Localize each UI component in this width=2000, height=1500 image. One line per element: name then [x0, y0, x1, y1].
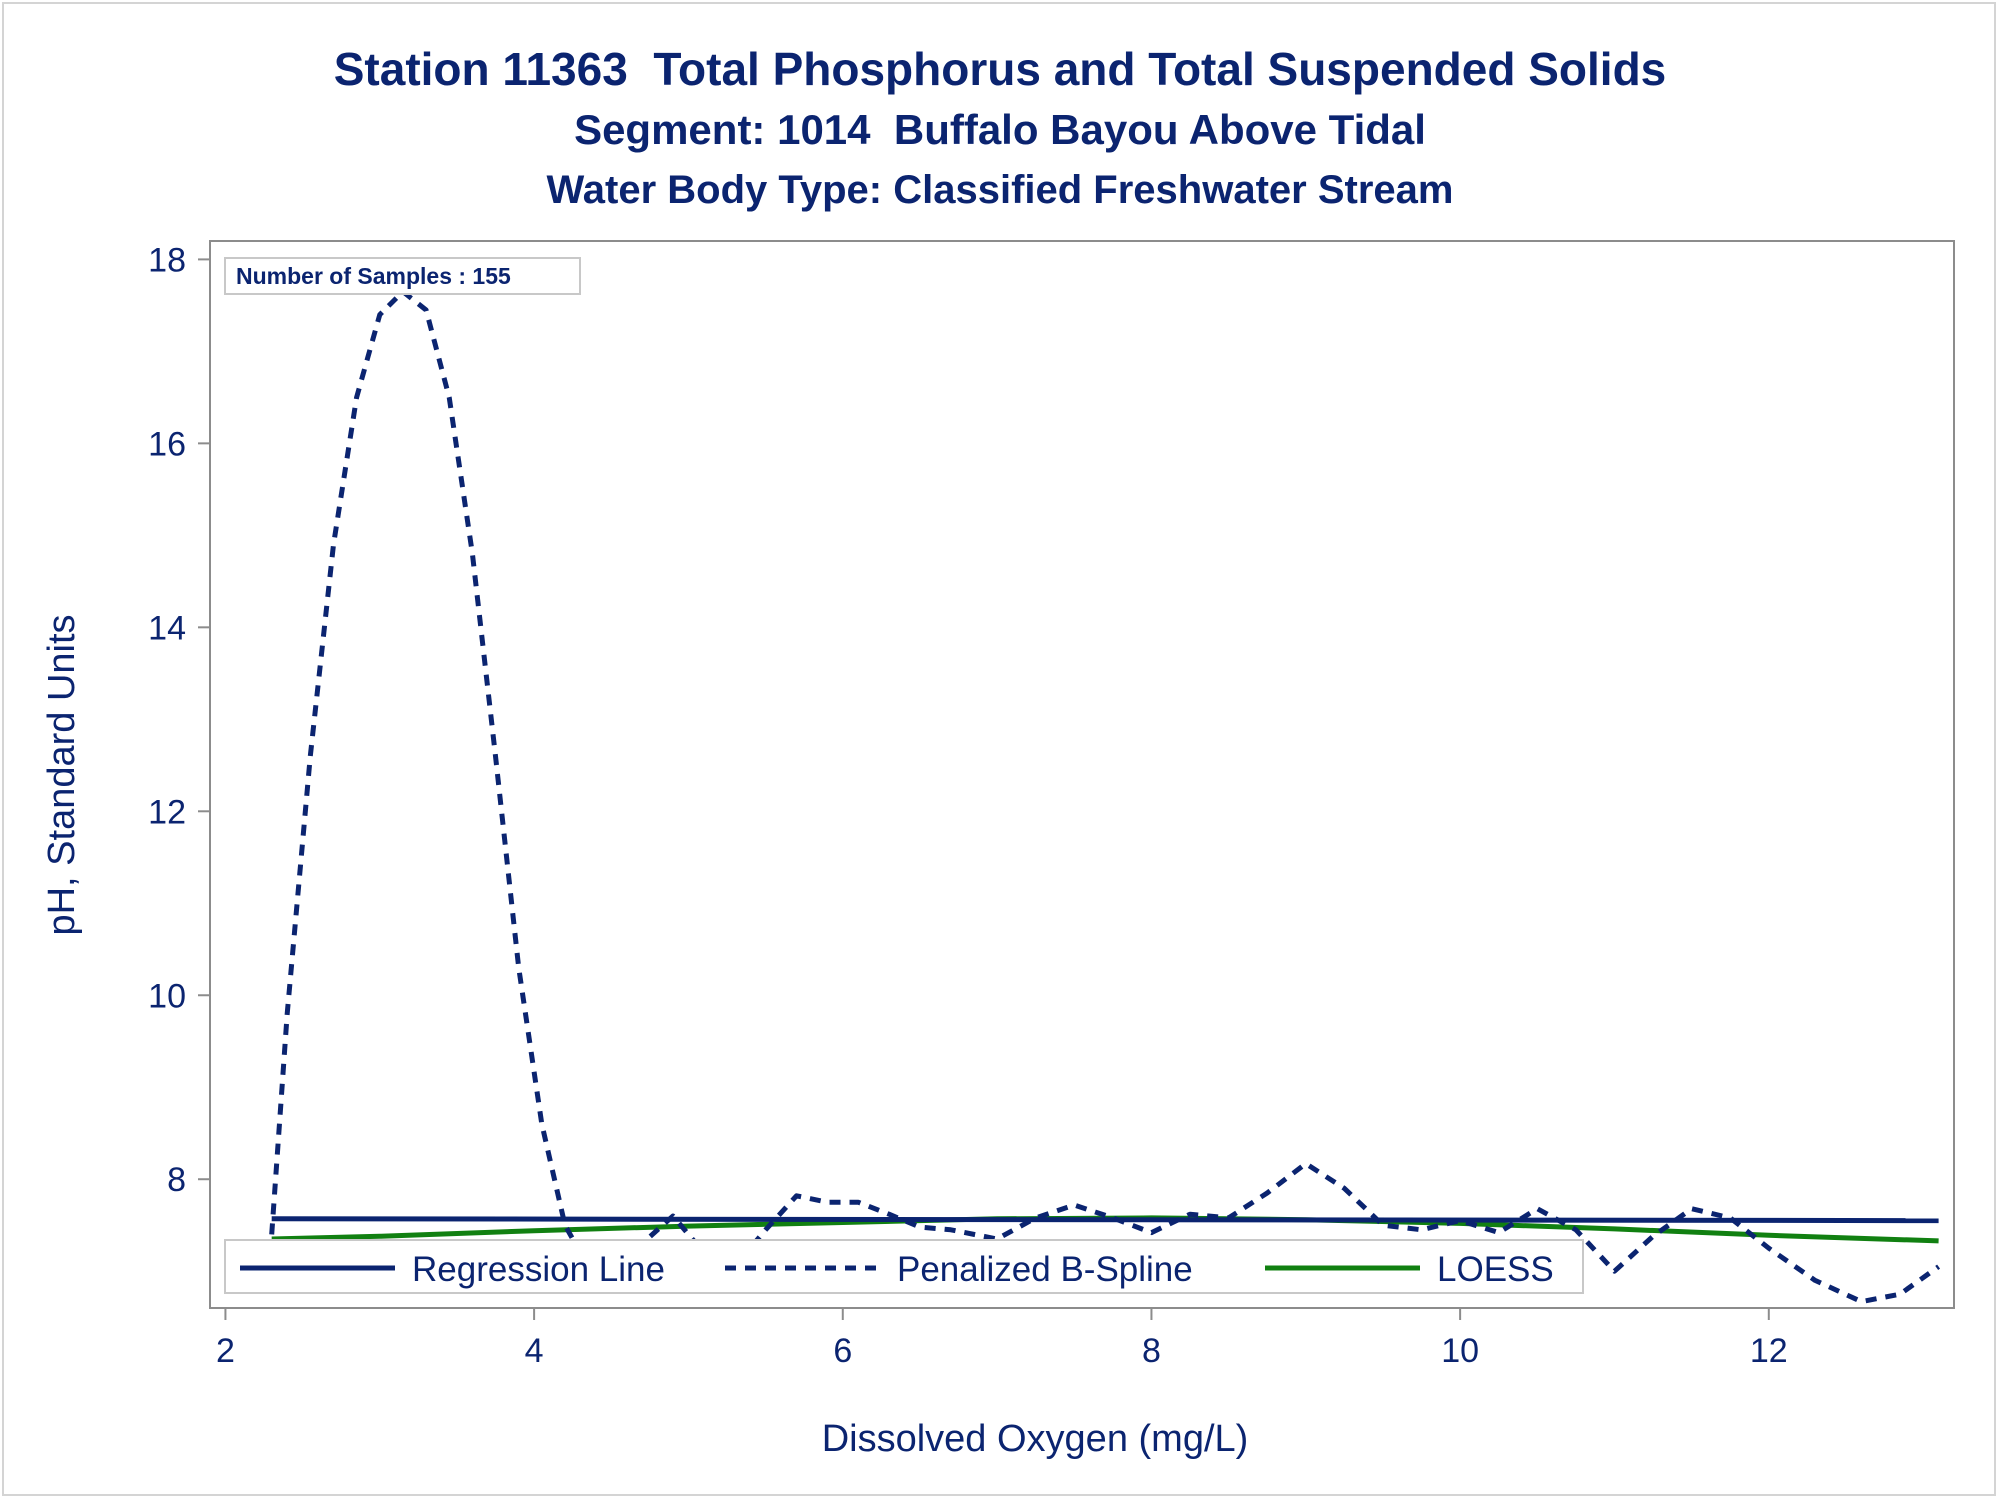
x-tick-label: 4 — [525, 1332, 544, 1370]
x-tick-label: 2 — [216, 1332, 235, 1370]
y-axis: 8 10 12 14 16 18 — [148, 241, 210, 1199]
y-tick-label: 18 — [148, 241, 186, 279]
legend-label: Penalized B-Spline — [897, 1250, 1193, 1289]
series-layer — [269, 289, 1941, 1305]
legend-label: LOESS — [1437, 1250, 1554, 1289]
y-tick-label: 14 — [148, 609, 186, 647]
chart-title: Station 11363 Total Phosphorus and Total… — [333, 43, 1667, 95]
x-tick-label: 8 — [1142, 1332, 1161, 1370]
x-tick-label: 10 — [1441, 1332, 1479, 1370]
series-line-regression-line — [271, 1216, 1939, 1224]
sample-count-box-border — [224, 257, 581, 295]
plot-area-border — [209, 240, 1955, 1309]
sample-count-box: Number of Samples : 155 — [224, 257, 581, 295]
x-axis-label: Dissolved Oxygen (mg/L) — [822, 1418, 1249, 1460]
y-tick-label: 10 — [148, 977, 186, 1015]
chart-subtitle-2: Water Body Type: Classified Freshwater S… — [546, 168, 1454, 212]
y-tick-label: 16 — [148, 425, 186, 463]
series-line-penalized-b-spline — [269, 289, 1941, 1305]
y-tick-label: 8 — [167, 1161, 186, 1199]
y-axis-label: pH, Standard Units — [41, 614, 83, 935]
sample-count-label: Number of Samples : 155 — [236, 263, 511, 289]
legend: Regression Line Penalized B-Spline LOESS — [224, 1239, 1584, 1294]
chart-subtitle: Segment: 1014 Buffalo Bayou Above Tidal — [574, 106, 1426, 153]
x-tick-label: 12 — [1750, 1332, 1788, 1370]
legend-label: Regression Line — [412, 1250, 665, 1289]
y-tick-label: 12 — [148, 793, 186, 831]
x-tick-label: 6 — [833, 1332, 852, 1370]
chart-titles: Station 11363 Total Phosphorus and Total… — [0, 0, 2000, 230]
x-axis: 2 4 6 8 10 12 — [216, 1308, 1788, 1370]
